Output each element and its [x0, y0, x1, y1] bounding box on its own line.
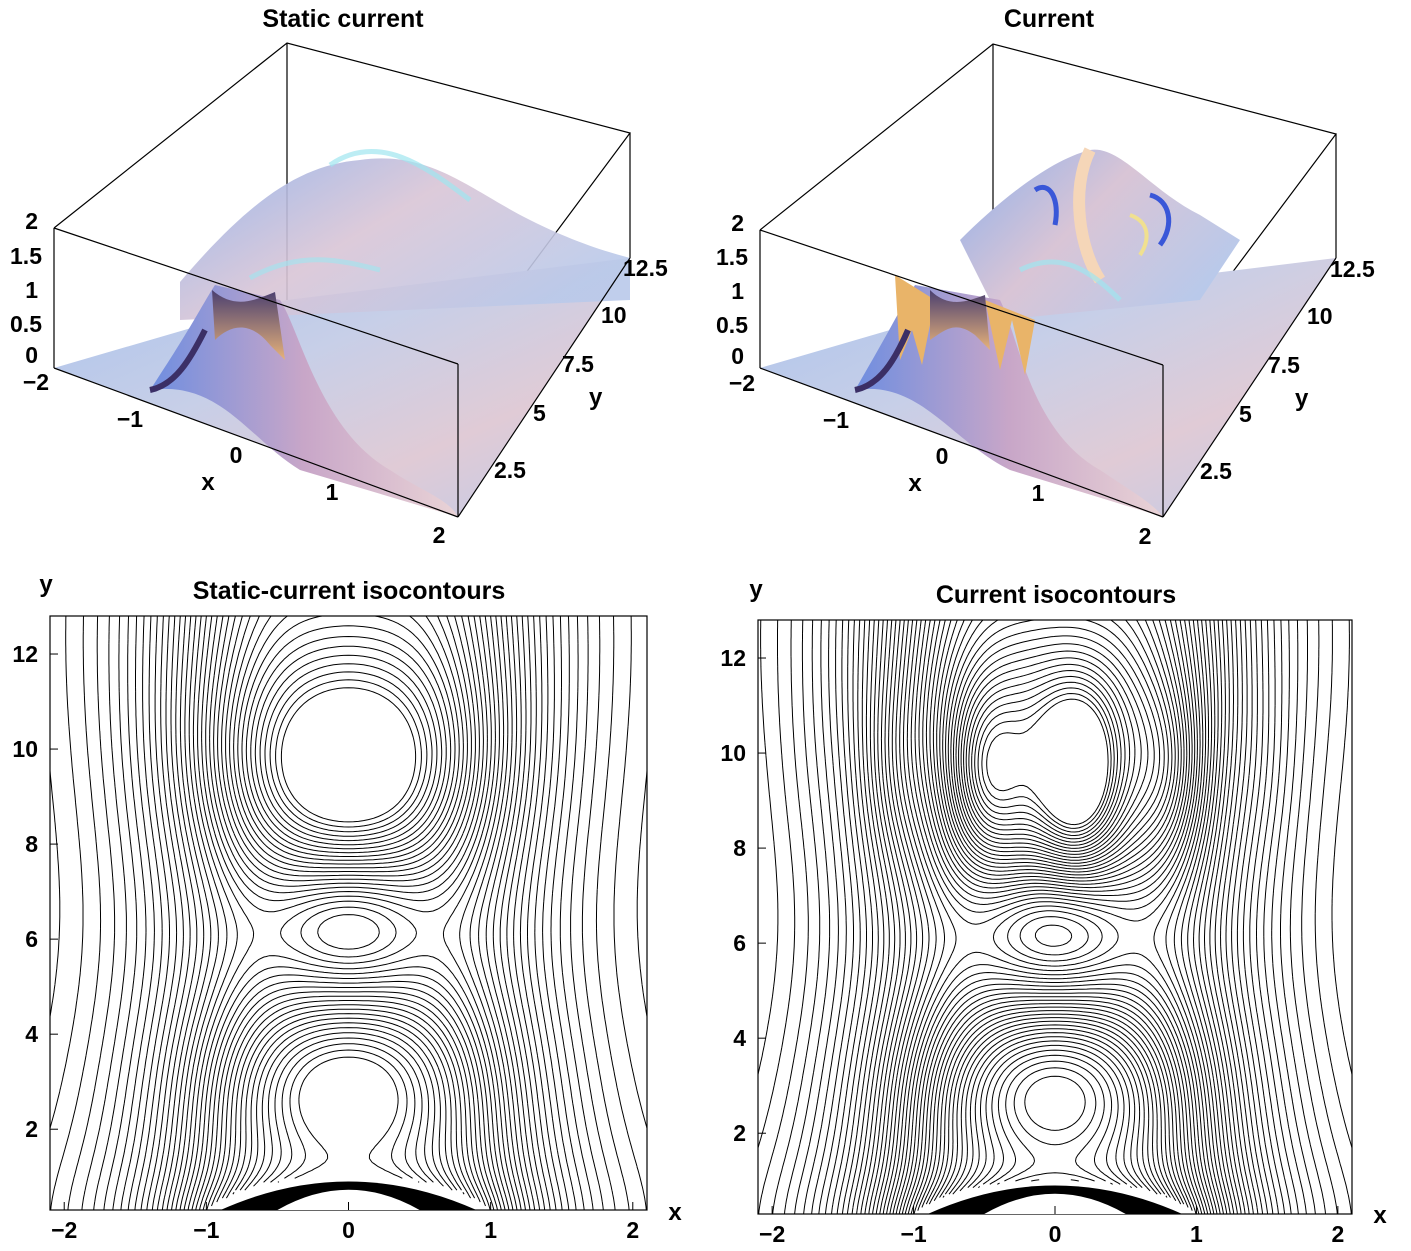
x-tick: 1	[1032, 480, 1045, 506]
x-tick-label: 2	[1331, 1221, 1344, 1247]
y-tick-label: 4	[25, 1021, 38, 1047]
y-axis-label: y	[39, 571, 53, 598]
contour-lines	[49, 615, 648, 1211]
x-tick-label: −1	[900, 1221, 926, 1247]
y-tick-label: 4	[733, 1025, 746, 1051]
y-axis-ticks: 2 4 6 8 10 12	[12, 641, 58, 1142]
y-axis-label: y	[589, 384, 603, 411]
plot-frame	[49, 615, 648, 1211]
obstacle	[277, 1189, 420, 1210]
surface-peak	[960, 149, 1240, 320]
y-axis-ticks: 2.5 5 7.5 10 12.5	[1200, 256, 1375, 484]
surface-floor	[760, 258, 1336, 517]
x-axis-ticks: −2 −1 0 1 2	[729, 370, 1152, 549]
chart-title: Static current	[262, 5, 424, 33]
y-tick-label: 2	[733, 1120, 746, 1146]
y-tick: 2.5	[494, 457, 526, 483]
x-axis-label: x	[201, 469, 215, 496]
x-tick-label: 1	[484, 1217, 497, 1243]
y-axis-label: y	[749, 576, 763, 603]
contour-line	[757, 619, 1353, 1215]
contour-line	[49, 615, 648, 1211]
z-tick: 1	[731, 278, 744, 304]
x-tick-label: 2	[626, 1217, 639, 1243]
y-tick-label: 8	[25, 831, 38, 857]
y-tick: 2.5	[1200, 458, 1232, 484]
z-tick: 1.5	[10, 243, 42, 269]
y-tick-label: 12	[12, 641, 38, 667]
y-tick: 10	[601, 302, 627, 328]
x-tick-label: −2	[759, 1221, 785, 1247]
y-tick-label: 10	[720, 740, 746, 766]
x-tick: 2	[1139, 523, 1152, 549]
x-axis-label: x	[668, 1199, 682, 1226]
obstacle	[984, 1193, 1126, 1214]
panel-static-isocontours: Static-current isocontours y x −2 −1 0 1 2 2…	[12, 571, 682, 1243]
y-tick: 5	[533, 400, 546, 426]
y-axis-ticks: 2.5 5 7.5 10 12.5	[494, 255, 668, 483]
z-tick: 0	[25, 342, 38, 368]
x-tick: 1	[326, 479, 339, 505]
z-tick: 2	[25, 208, 38, 234]
y-tick-label: 10	[12, 736, 38, 762]
surface-3d	[759, 43, 1338, 518]
x-tick-label: 0	[342, 1217, 355, 1243]
surface-obstacle	[855, 285, 1163, 517]
y-tick-label: 12	[720, 645, 746, 671]
panel-static-current: Static current 2 1.5 1	[10, 5, 668, 548]
z-tick: 1.5	[716, 244, 748, 270]
x-axis-ticks: −2 −1 0 1 2	[759, 1206, 1344, 1247]
y-tick: 7.5	[562, 351, 594, 377]
y-tick: 5	[1239, 401, 1252, 427]
z-tick: 2	[731, 210, 744, 236]
y-tick-label: 6	[25, 926, 38, 952]
y-axis-label: y	[1295, 385, 1309, 412]
surface-3d	[53, 42, 632, 518]
panel-current: Current 2 1.5	[716, 5, 1375, 549]
z-tick: 1	[25, 277, 38, 303]
chart-title: Current isocontours	[936, 581, 1176, 609]
chart-title: Static-current isocontours	[193, 577, 506, 605]
x-tick-label: 0	[1049, 1221, 1062, 1247]
z-axis-ticks: 2 1.5 1 0.5 0	[10, 208, 42, 368]
x-axis-label: x	[1373, 1202, 1387, 1229]
x-tick: −1	[823, 407, 849, 433]
y-tick: 12.5	[1330, 256, 1375, 282]
y-tick-label: 8	[733, 835, 746, 861]
x-tick-label: 1	[1190, 1221, 1203, 1247]
y-tick: 7.5	[1268, 352, 1300, 378]
y-axis-ticks: 2 4 6 8 10 12	[720, 645, 766, 1146]
chart-title: Current	[1004, 5, 1095, 33]
contour-lines	[757, 619, 1353, 1215]
z-axis-ticks: 2 1.5 1 0.5 0	[716, 210, 748, 369]
y-tick: 12.5	[623, 255, 668, 281]
x-tick: 2	[433, 522, 446, 548]
x-axis-ticks: −2 −1 0 1 2	[51, 1202, 639, 1243]
x-axis-ticks: −2 −1 0 1 2	[23, 369, 446, 548]
y-tick-label: 6	[733, 930, 746, 956]
surface-back-hump	[180, 158, 630, 320]
z-tick: 0	[731, 343, 744, 369]
x-tick: −2	[729, 370, 755, 396]
surface-obstacle	[150, 285, 458, 517]
x-tick: 0	[936, 443, 949, 469]
z-tick: 0.5	[10, 311, 42, 337]
x-tick: 0	[230, 442, 243, 468]
x-tick: −2	[23, 369, 49, 395]
x-axis-label: x	[908, 470, 922, 497]
x-tick-label: −1	[193, 1217, 219, 1243]
y-tick: 10	[1307, 303, 1333, 329]
surface-floor	[54, 258, 630, 517]
y-tick-label: 2	[25, 1116, 38, 1142]
x-tick: −1	[117, 406, 143, 432]
z-tick: 0.5	[716, 312, 748, 338]
x-tick-label: −2	[51, 1217, 77, 1243]
